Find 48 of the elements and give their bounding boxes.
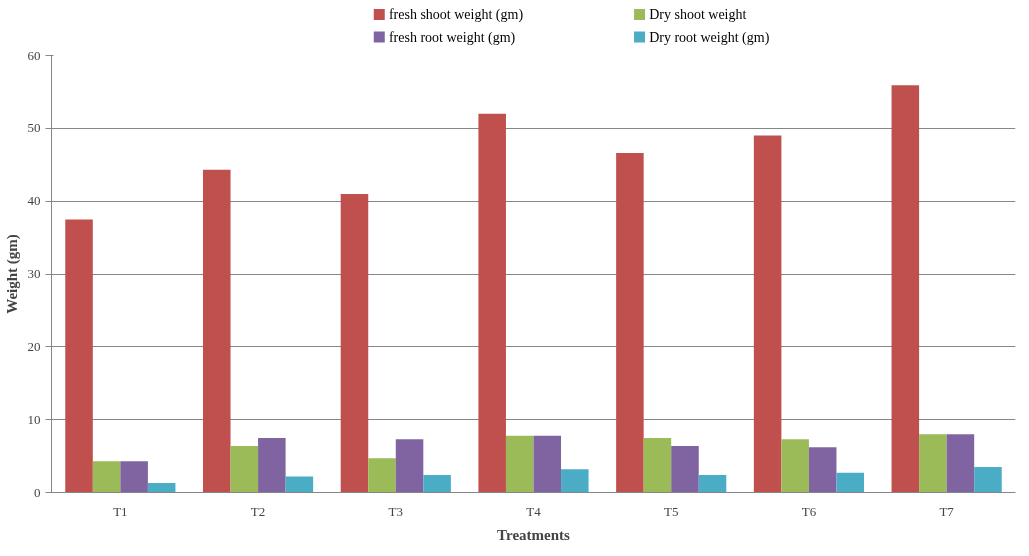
bar <box>753 135 782 493</box>
bar <box>533 435 562 493</box>
legend-label: fresh shoot weight (gm) <box>388 7 524 23</box>
y-tick-label: 40 <box>27 193 41 209</box>
x-axis-title: Treatments <box>497 526 571 543</box>
bar <box>643 437 672 493</box>
bar <box>230 445 259 493</box>
bar <box>616 153 644 493</box>
y-tick-label: 10 <box>27 411 41 427</box>
bar <box>698 475 727 493</box>
bar <box>478 113 506 493</box>
bar <box>147 483 176 493</box>
y-tick-label: 30 <box>27 266 41 281</box>
y-tick-label: 50 <box>27 120 41 136</box>
bar <box>423 475 451 493</box>
bar <box>92 461 121 493</box>
x-tick-label: T2 <box>250 503 266 519</box>
bar <box>808 447 837 493</box>
bar <box>120 461 148 493</box>
bar <box>202 169 231 493</box>
bar <box>919 434 947 493</box>
x-tick-label: T1 <box>113 503 128 519</box>
y-axis-title: Weight (gm) <box>3 234 21 314</box>
y-tick-label: 0 <box>34 484 41 500</box>
x-tick-label: T7 <box>939 503 955 519</box>
bar <box>946 434 975 493</box>
bar <box>285 476 314 493</box>
bar <box>836 472 865 493</box>
y-tick-label: 60 <box>27 47 41 63</box>
x-tick-label: T6 <box>801 503 817 519</box>
bar <box>671 445 699 493</box>
bar <box>891 85 920 493</box>
bar <box>561 469 589 493</box>
x-tick-label: T4 <box>526 503 542 519</box>
legend-label: fresh root weight (gm) <box>388 29 516 46</box>
bar <box>368 458 396 493</box>
x-tick-label: T3 <box>388 503 404 519</box>
bar <box>340 193 369 493</box>
x-tick-label: T5 <box>663 503 679 519</box>
legend-label: Dry shoot weight <box>649 7 747 22</box>
y-tick-label: 20 <box>27 338 41 354</box>
bar <box>974 467 1002 493</box>
bar <box>781 439 809 493</box>
bar <box>65 219 93 493</box>
legend-label: Dry root weight (gm) <box>649 29 770 46</box>
bar <box>258 437 286 493</box>
bar <box>505 435 534 493</box>
bar <box>395 439 424 493</box>
